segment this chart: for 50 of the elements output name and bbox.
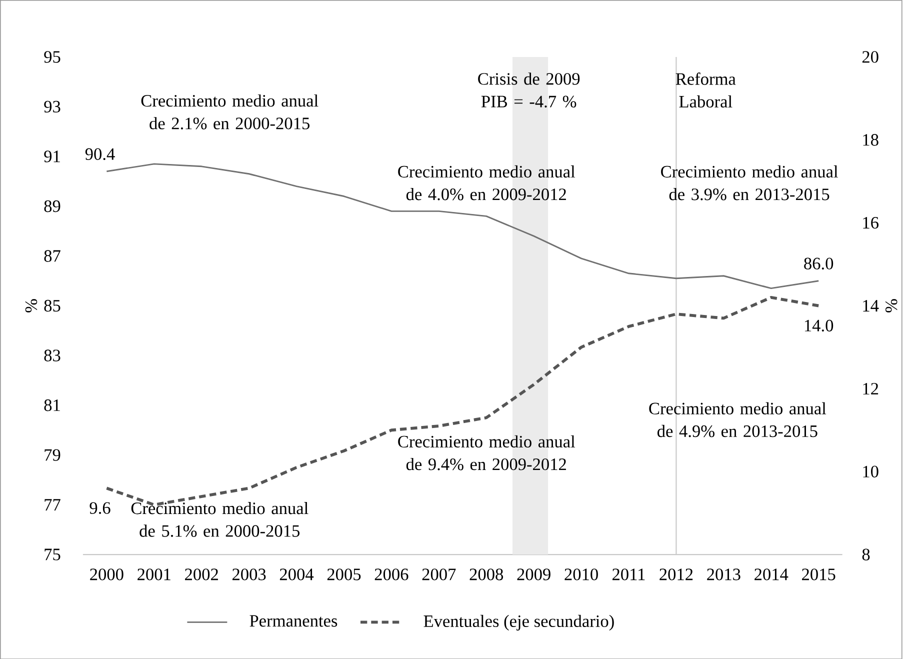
annotation: Crecimiento medio anual de 4.0% en 2009-2012 [398, 165, 576, 200]
x-tick-label: 2003 [232, 568, 266, 580]
x-tick-label: 2011 [612, 568, 645, 580]
y2-tick-label: 8 [862, 548, 870, 560]
y-axis-title: % [25, 298, 38, 312]
y2-tick-label: 16 [863, 216, 878, 228]
x-tick-label: 2010 [564, 568, 598, 580]
x-tick-label: 2004 [280, 568, 314, 580]
y2-tick-label: 20 [862, 50, 878, 63]
y-tick-label: 87 [44, 250, 60, 262]
x-tick-label: 2013 [707, 568, 740, 580]
x-tick-label: 2015 [802, 568, 836, 580]
y2-tick-label: 14 [863, 300, 879, 312]
annotation: Crecimiento medio anual de 3.9% en 2013-2015 [661, 165, 838, 200]
x-tick-label: 2005 [327, 568, 361, 580]
x-tick-label: 2002 [185, 568, 218, 580]
y2-axis-title: % [885, 298, 898, 312]
y-tick-label: 93 [44, 100, 60, 112]
y-tick-label: 75 [44, 548, 60, 560]
x-tick-label: 2007 [422, 568, 456, 580]
x-tick-label: 2001 [138, 568, 170, 580]
y-tick-label: 95 [44, 50, 60, 63]
data-label: 9.6 [90, 502, 110, 514]
y2-tick-label: 18 [863, 134, 878, 146]
x-tick-label: 2009 [517, 568, 550, 580]
y-tick-label: 85 [44, 300, 60, 312]
x-tick-label: 2012 [660, 568, 693, 580]
data-label: 90.4 [85, 148, 115, 160]
annotation: Crecimiento medio anual de 9.4% en 2009-2012 [398, 435, 576, 470]
y-tick-label: 83 [44, 349, 60, 362]
y2-tick-label: 12 [863, 382, 878, 394]
data-label: 14.0 [804, 320, 834, 332]
annotation: Crecimiento medio anual de 2.1% en 2000-2015 [141, 94, 318, 130]
annotation: Crecimiento medio anual de 4.9% en 2013-2015 [649, 402, 826, 437]
annotation: Crecimiento medio anual de 5.1% en 2000-2015 [131, 502, 308, 537]
y-tick-label: 91 [44, 150, 60, 162]
y-tick-label: 81 [44, 399, 60, 411]
y-tick-label: 79 [44, 448, 60, 461]
x-tick-label: 2000 [90, 568, 124, 580]
y2-tick-label: 10 [863, 466, 878, 478]
ref-line-label: Reforma Laboral [676, 72, 736, 108]
legend-label: Permanentes [250, 614, 338, 626]
data-label: 86.0 [804, 258, 834, 270]
y-tick-label: 89 [44, 200, 60, 212]
x-tick-label: 2008 [470, 568, 504, 580]
x-tick-label: 2014 [754, 568, 788, 580]
legend-label: Eventuales (eje secundario) [424, 614, 614, 630]
band-label: Crisis de 2009 PIB = -4.7 % [478, 72, 580, 108]
y-tick-label: 77 [44, 498, 60, 510]
x-tick-label: 2006 [374, 568, 408, 580]
